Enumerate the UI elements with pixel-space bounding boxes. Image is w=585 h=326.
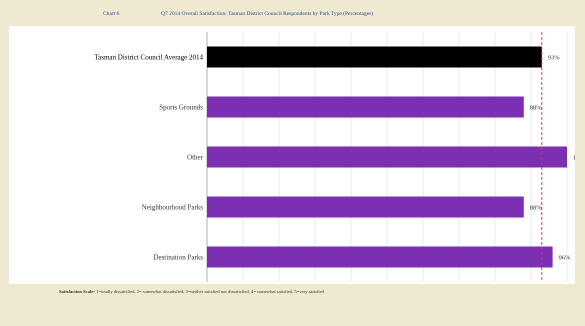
category-label: Tasman District Council Average 2014 — [94, 54, 203, 62]
bar — [207, 46, 542, 68]
chart-title: Q7 2014 Overall Satisfaction: Tasman Dis… — [161, 11, 374, 17]
data-label: 100% — [573, 155, 575, 162]
footnote-text: 1=totally dissatisfied, 2= somewhat diss… — [96, 289, 324, 294]
data-label: 88% — [530, 105, 543, 112]
bar — [207, 246, 553, 268]
data-label: 93% — [548, 55, 561, 62]
bar — [207, 96, 524, 118]
footnote-label: Satisfaction Scale: — [59, 289, 95, 294]
bar — [207, 196, 524, 218]
category-label: Sports Grounds — [159, 104, 203, 112]
chart-number: Chart 6 — [103, 11, 120, 17]
data-label: 96% — [559, 255, 572, 262]
plot-panel: 0%10%20%30%40%50%60%70%80%90%100%Tasman … — [9, 26, 575, 284]
bar — [207, 146, 567, 168]
bar-chart: 0%10%20%30%40%50%60%70%80%90%100%Tasman … — [94, 32, 575, 282]
data-label: 88% — [530, 205, 543, 212]
category-label: Destination Parks — [153, 254, 203, 262]
category-label: Other — [187, 154, 204, 162]
category-label: Neighbourhood Parks — [142, 204, 204, 212]
